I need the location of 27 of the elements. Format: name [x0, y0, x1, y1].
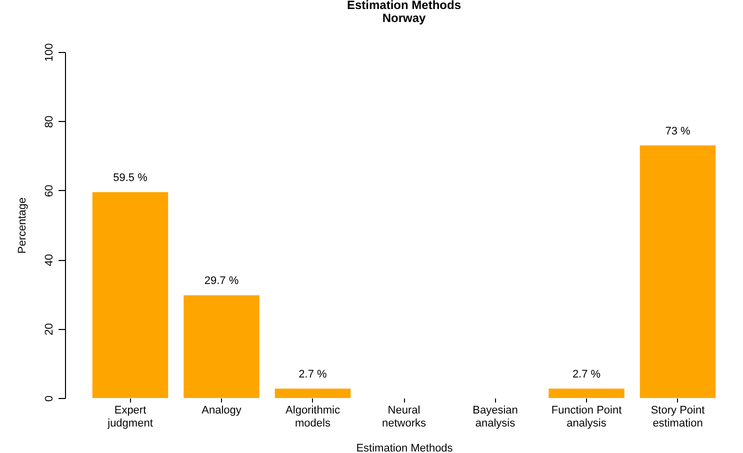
x-tick-label: Story Point estimation — [650, 404, 705, 430]
x-axis-title: Estimation Methods — [356, 442, 454, 453]
x-tick-label: Neural networks — [382, 404, 426, 430]
x-tick-label: Bayesian analysis — [472, 404, 518, 430]
y-tick-label: 100 — [44, 43, 56, 62]
y-tick-label: 0 — [44, 395, 56, 402]
x-tick-label: Function Point analysis — [551, 404, 622, 430]
y-tick-label: 60 — [44, 184, 56, 198]
bar — [640, 145, 716, 398]
chart-subtitle: Norway — [382, 10, 426, 25]
y-axis-title: Percentage — [16, 197, 28, 254]
x-tick-label: Expert judgment — [106, 404, 153, 430]
y-tick-label: 20 — [44, 323, 56, 336]
data-label: 59.5 % — [113, 172, 148, 184]
bar — [548, 388, 624, 398]
x-tick-label: Analogy — [202, 404, 242, 416]
data-label: 2.7 % — [298, 368, 328, 381]
x-tick-label: Algorithmic models — [286, 404, 340, 430]
bar — [184, 295, 260, 398]
data-label: 29.7 % — [204, 275, 239, 288]
data-label: 73 % — [665, 125, 691, 138]
data-label: 2.7 % — [572, 368, 601, 381]
bar — [274, 388, 351, 398]
bar — [92, 192, 168, 398]
y-tick-label: 80 — [44, 116, 56, 128]
y-tick-label: 40 — [44, 254, 56, 266]
chart-title: Estimation Methods — [346, 0, 462, 12]
